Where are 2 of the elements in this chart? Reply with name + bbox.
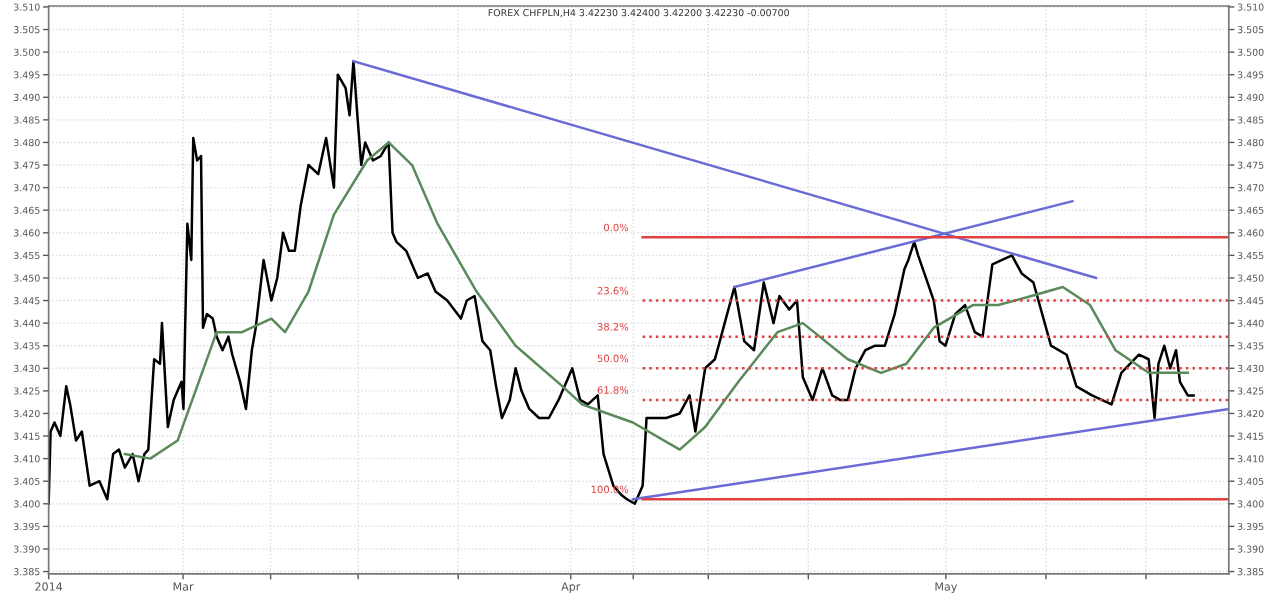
- line-series: [48, 59, 1195, 506]
- line-series: [123, 141, 1190, 460]
